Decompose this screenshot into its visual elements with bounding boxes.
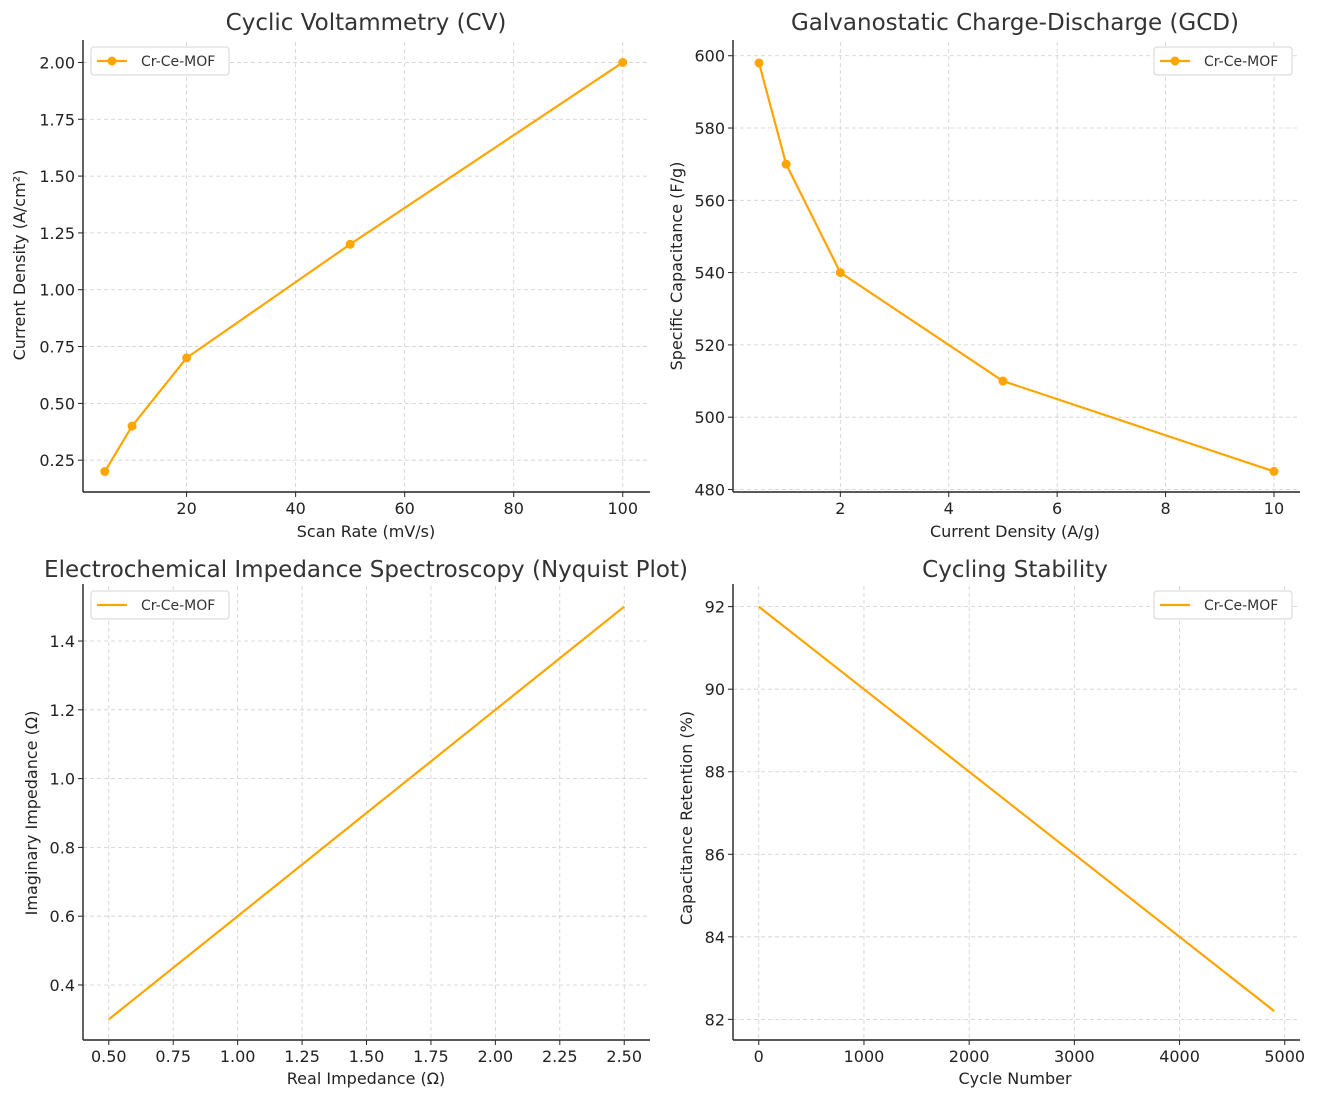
x-tick-label: 4 bbox=[944, 499, 954, 518]
eis-chart: Electrochemical Impedance Spectroscopy (… bbox=[22, 557, 688, 1088]
y-tick-label: 0.4 bbox=[50, 976, 75, 995]
x-tick-label: 0.50 bbox=[91, 1047, 127, 1066]
legend-box bbox=[90, 46, 230, 76]
x-tick-label: 4000 bbox=[1159, 1047, 1200, 1066]
chart-title: Cycling Stability bbox=[922, 557, 1108, 583]
legend-box bbox=[90, 590, 230, 620]
x-tick-label: 0 bbox=[754, 1047, 764, 1066]
x-tick-label: 100 bbox=[607, 499, 638, 518]
legend-label: Cr-Ce-MOF bbox=[141, 598, 215, 614]
data-point bbox=[998, 376, 1008, 386]
chart-title: Galvanostatic Charge-Discharge (GCD) bbox=[791, 10, 1239, 36]
x-tick-label: 20 bbox=[176, 499, 196, 518]
x-tick-label: 1.25 bbox=[284, 1047, 320, 1066]
data-point bbox=[618, 57, 628, 67]
x-tick-label: 2 bbox=[835, 499, 845, 518]
x-tick-label: 1.00 bbox=[220, 1047, 256, 1066]
gcd-chart: Galvanostatic Charge-Discharge (GCD) 2 4 6… bbox=[667, 10, 1300, 541]
y-tick-label: 560 bbox=[694, 191, 725, 210]
y-tick-label: 1.4 bbox=[50, 632, 75, 651]
series-line bbox=[103, 61, 624, 473]
legend-marker bbox=[1170, 56, 1180, 66]
legend: Cr-Ce-MOF bbox=[90, 46, 230, 76]
data-point bbox=[345, 239, 355, 249]
x-tick-label: 6 bbox=[1052, 499, 1062, 518]
data-point bbox=[100, 467, 110, 477]
y-axis-label: Specific Capacitance (F/g) bbox=[667, 162, 686, 371]
data-point bbox=[127, 421, 137, 431]
y-tick-label: 0.75 bbox=[39, 338, 75, 357]
data-point bbox=[781, 159, 791, 169]
y-axis-label: Imaginary Impedance (Ω) bbox=[22, 711, 41, 916]
y-tick-label: 0.8 bbox=[50, 838, 75, 857]
y-tick-label: 0.25 bbox=[39, 451, 75, 470]
x-tick-label: 2.00 bbox=[478, 1047, 514, 1066]
x-axis-label: Cycle Number bbox=[958, 1069, 1072, 1088]
legend-box bbox=[1153, 590, 1293, 620]
legend-box bbox=[1153, 46, 1293, 76]
x-tick-label: 60 bbox=[394, 499, 414, 518]
x-tick-label: 2.50 bbox=[606, 1047, 642, 1066]
y-tick-label: 88 bbox=[705, 763, 725, 782]
y-tick-label: 0.6 bbox=[50, 907, 75, 926]
y-tick-label: 1.2 bbox=[50, 701, 75, 720]
y-tick-label: 1.75 bbox=[39, 110, 75, 129]
x-tick-label: 1000 bbox=[844, 1047, 885, 1066]
y-tick-label: 0.50 bbox=[39, 394, 75, 413]
data-point bbox=[182, 353, 192, 363]
legend-label: Cr-Ce-MOF bbox=[1204, 598, 1278, 614]
x-tick-label: 5000 bbox=[1264, 1047, 1305, 1066]
y-tick-label: 90 bbox=[705, 680, 725, 699]
y-tick-label: 540 bbox=[694, 264, 725, 283]
series-line bbox=[108, 605, 625, 1021]
legend-marker bbox=[107, 56, 117, 66]
series-line bbox=[757, 62, 1275, 473]
legend: Cr-Ce-MOF bbox=[1153, 46, 1293, 76]
y-tick-label: 92 bbox=[705, 598, 725, 617]
x-tick-label: 40 bbox=[285, 499, 305, 518]
y-axis-label: Capacitance Retention (%) bbox=[677, 711, 696, 925]
chart-title: Cyclic Voltammetry (CV) bbox=[226, 10, 507, 36]
x-tick-label: 0.75 bbox=[155, 1047, 191, 1066]
y-tick-label: 1.0 bbox=[50, 770, 75, 789]
y-tick-label: 86 bbox=[705, 845, 725, 864]
x-tick-label: 2.25 bbox=[542, 1047, 578, 1066]
y-tick-label: 600 bbox=[694, 47, 725, 66]
y-tick-label: 1.50 bbox=[39, 167, 75, 186]
x-tick-label: 3000 bbox=[1054, 1047, 1095, 1066]
y-axis-label: Current Density (A/cm²) bbox=[10, 170, 29, 361]
legend: Cr-Ce-MOF bbox=[1153, 590, 1293, 620]
y-tick-label: 82 bbox=[705, 1010, 725, 1029]
legend-label: Cr-Ce-MOF bbox=[141, 54, 215, 70]
x-axis-label: Scan Rate (mV/s) bbox=[297, 522, 436, 541]
y-tick-label: 2.00 bbox=[39, 53, 75, 72]
x-tick-label: 10 bbox=[1264, 499, 1284, 518]
cycling-stability-chart: Cycling Stability 0 1000 2000 3000 4000 5000 8… bbox=[677, 557, 1305, 1088]
x-tick-label: 8 bbox=[1160, 499, 1170, 518]
y-tick-label: 520 bbox=[694, 336, 725, 355]
y-tick-label: 500 bbox=[694, 408, 725, 427]
legend: Cr-Ce-MOF bbox=[90, 590, 230, 620]
x-axis-label: Current Density (A/g) bbox=[930, 522, 1100, 541]
y-tick-label: 84 bbox=[705, 928, 725, 947]
legend-label: Cr-Ce-MOF bbox=[1204, 54, 1278, 70]
cv-chart: Cyclic Voltammetry (CV) 20 40 60 80 100 0.25 0… bbox=[10, 10, 650, 541]
series-line bbox=[758, 605, 1275, 1012]
data-point bbox=[754, 58, 764, 68]
chart-title: Electrochemical Impedance Spectroscopy (… bbox=[44, 557, 688, 583]
x-tick-label: 1.75 bbox=[413, 1047, 449, 1066]
x-tick-label: 80 bbox=[504, 499, 524, 518]
data-point bbox=[1269, 466, 1279, 476]
y-tick-label: 580 bbox=[694, 119, 725, 138]
y-tick-label: 1.00 bbox=[39, 281, 75, 300]
x-tick-label: 2000 bbox=[949, 1047, 990, 1066]
x-tick-label: 1.50 bbox=[349, 1047, 385, 1066]
x-axis-label: Real Impedance (Ω) bbox=[287, 1069, 445, 1088]
data-point bbox=[835, 268, 845, 278]
y-tick-label: 480 bbox=[694, 480, 725, 499]
y-tick-label: 1.25 bbox=[39, 224, 75, 243]
